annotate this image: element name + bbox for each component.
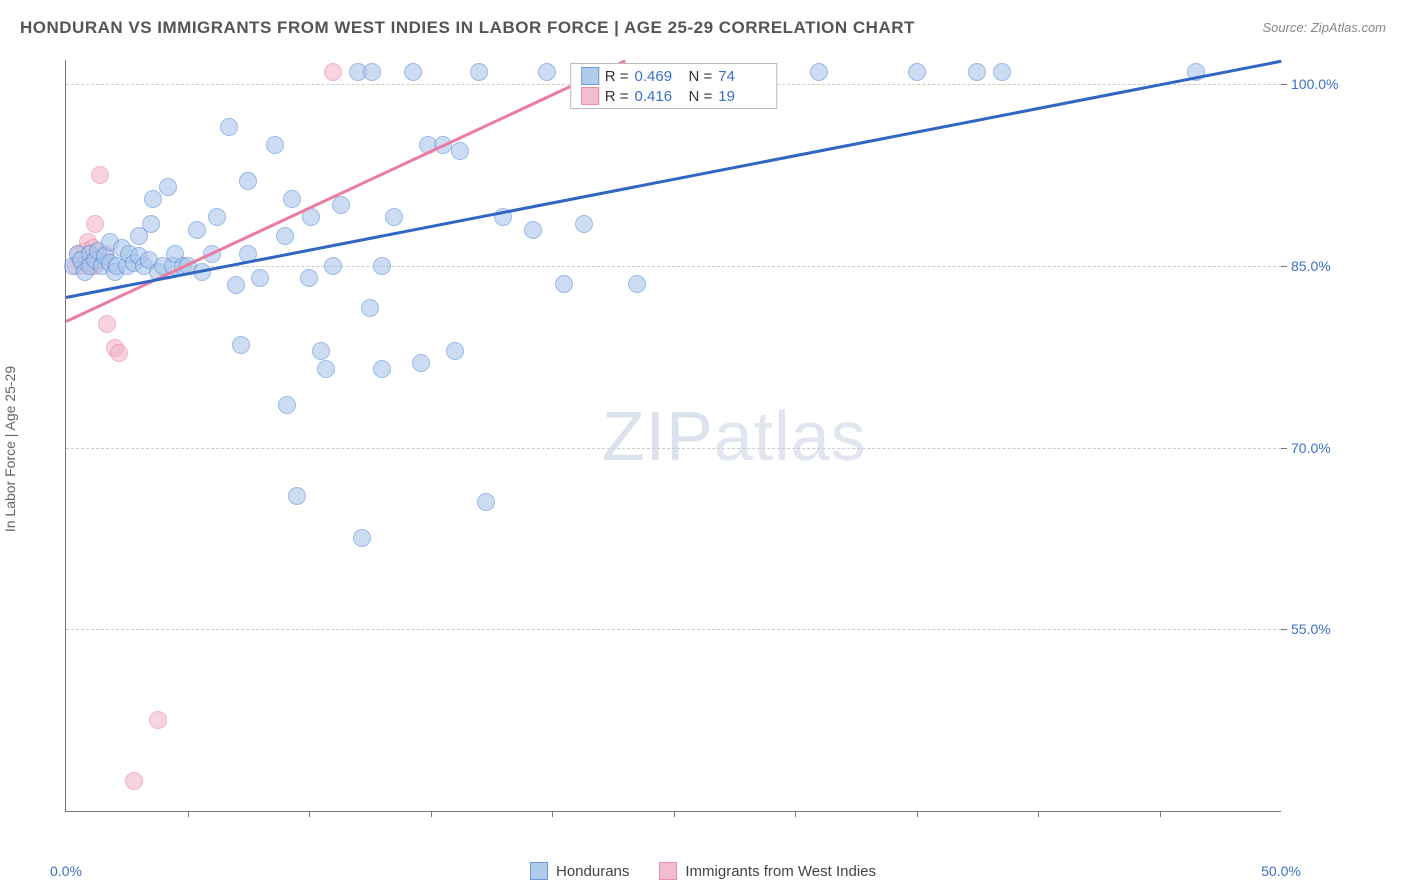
data-point <box>324 63 342 81</box>
data-point <box>353 529 371 547</box>
data-point <box>208 208 226 226</box>
footer-legend: Hondurans Immigrants from West Indies <box>0 862 1406 880</box>
data-point <box>324 257 342 275</box>
data-point <box>288 487 306 505</box>
chart-title: HONDURAN VS IMMIGRANTS FROM WEST INDIES … <box>20 18 915 37</box>
data-point <box>144 190 162 208</box>
gridline-h <box>66 448 1281 449</box>
n-value-westindies: 19 <box>718 88 766 105</box>
data-point <box>142 215 160 233</box>
data-point <box>251 269 269 287</box>
y-tick-label: 70.0% <box>1291 440 1351 456</box>
data-point <box>278 396 296 414</box>
data-point <box>628 275 646 293</box>
data-point <box>412 354 430 372</box>
plot-area: ZIPatlas 55.0%70.0%85.0%100.0%0.0%50.0% … <box>65 60 1281 812</box>
data-point <box>524 221 542 239</box>
swatch-westindies <box>581 87 599 105</box>
data-point <box>317 360 335 378</box>
data-point <box>477 493 495 511</box>
data-point <box>993 63 1011 81</box>
watermark: ZIPatlas <box>602 396 867 476</box>
data-point <box>538 63 556 81</box>
legend-item-westindies: Immigrants from West Indies <box>659 862 876 880</box>
data-point <box>332 196 350 214</box>
data-point <box>232 336 250 354</box>
data-point <box>159 178 177 196</box>
n-label: N = <box>689 88 713 105</box>
data-point <box>385 208 403 226</box>
swatch-hondurans <box>581 67 599 85</box>
legend-swatch-hondurans <box>530 862 548 880</box>
data-point <box>555 275 573 293</box>
data-point <box>363 63 381 81</box>
data-point <box>575 215 593 233</box>
data-point <box>810 63 828 81</box>
y-axis-label: In Labor Force | Age 25-29 <box>2 365 18 531</box>
data-point <box>312 342 330 360</box>
data-point <box>276 227 294 245</box>
data-point <box>86 215 104 233</box>
stats-row-westindies: R = 0.416 N = 19 <box>571 86 777 106</box>
data-point <box>98 315 116 333</box>
y-tick-label: 100.0% <box>1291 76 1351 92</box>
data-point <box>149 711 167 729</box>
data-point <box>968 63 986 81</box>
data-point <box>300 269 318 287</box>
legend-item-hondurans: Hondurans <box>530 862 629 880</box>
stats-box: R = 0.469 N = 74 R = 0.416 N = 19 <box>570 63 778 109</box>
data-point <box>908 63 926 81</box>
y-tick-label: 85.0% <box>1291 258 1351 274</box>
data-point <box>373 360 391 378</box>
plot-outer: In Labor Force | Age 25-29 ZIPatlas 55.0… <box>20 55 1386 842</box>
data-point <box>404 63 422 81</box>
data-point <box>283 190 301 208</box>
gridline-h <box>66 629 1281 630</box>
data-point <box>451 142 469 160</box>
data-point <box>110 344 128 362</box>
r-value-westindies: 0.416 <box>635 88 683 105</box>
legend-label-westindies: Immigrants from West Indies <box>685 863 876 880</box>
r-value-hondurans: 0.469 <box>635 68 683 85</box>
stats-row-hondurans: R = 0.469 N = 74 <box>571 66 777 86</box>
legend-label-hondurans: Hondurans <box>556 863 629 880</box>
data-point <box>125 772 143 790</box>
chart-source: Source: ZipAtlas.com <box>1262 20 1386 35</box>
data-point <box>239 172 257 190</box>
n-value-hondurans: 74 <box>718 68 766 85</box>
data-point <box>446 342 464 360</box>
data-point <box>188 221 206 239</box>
data-point <box>227 276 245 294</box>
n-label: N = <box>689 68 713 85</box>
gridline-h <box>66 266 1281 267</box>
r-label: R = <box>605 88 629 105</box>
r-label: R = <box>605 68 629 85</box>
data-point <box>220 118 238 136</box>
data-point <box>373 257 391 275</box>
y-tick-label: 55.0% <box>1291 621 1351 637</box>
data-point <box>361 299 379 317</box>
data-point <box>470 63 488 81</box>
data-point <box>91 166 109 184</box>
data-point <box>266 136 284 154</box>
legend-swatch-westindies <box>659 862 677 880</box>
